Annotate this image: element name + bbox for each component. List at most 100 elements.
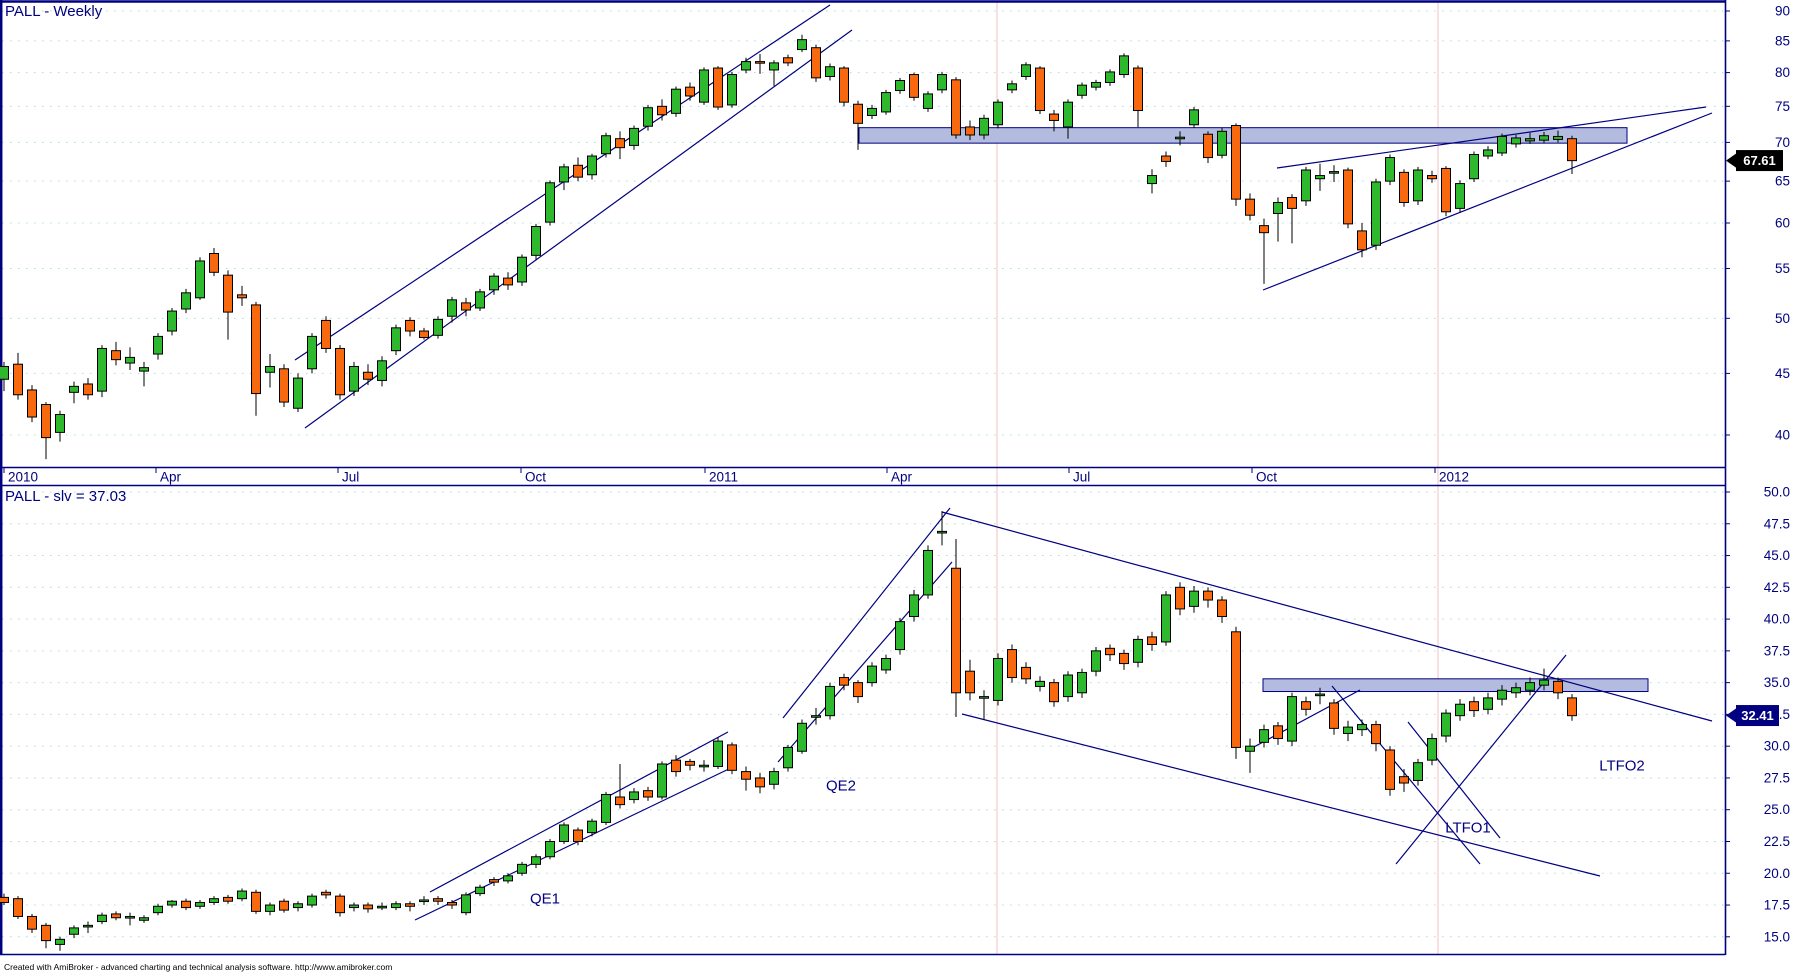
candle-up bbox=[447, 299, 457, 317]
candle-up bbox=[125, 915, 135, 919]
y-axis-label: 17.5 bbox=[1764, 898, 1790, 913]
candle-down bbox=[13, 363, 23, 396]
candle-down bbox=[1567, 138, 1577, 162]
candle-down bbox=[1203, 590, 1213, 601]
candle-down bbox=[1175, 586, 1185, 610]
x-axis-label: Jul bbox=[342, 470, 359, 485]
candle-down bbox=[1161, 155, 1171, 162]
candle-up bbox=[1525, 138, 1535, 142]
candle-down bbox=[13, 898, 23, 917]
y-axis-label: 22.5 bbox=[1764, 834, 1790, 849]
candle-up bbox=[797, 39, 807, 51]
candle-up bbox=[1035, 680, 1045, 687]
candle-up bbox=[1427, 738, 1437, 761]
candle-down bbox=[1469, 701, 1479, 712]
candle-up bbox=[55, 938, 65, 945]
candle-down bbox=[251, 304, 261, 395]
candle-up bbox=[825, 66, 835, 78]
candle-down bbox=[1357, 230, 1367, 251]
candle-down bbox=[1049, 682, 1059, 703]
candle-up bbox=[419, 899, 429, 903]
candle-up bbox=[657, 763, 667, 798]
candle-down bbox=[853, 682, 863, 698]
candle-down bbox=[1301, 701, 1311, 710]
candle-up bbox=[1105, 71, 1115, 83]
candle-down bbox=[839, 67, 849, 103]
candle-down bbox=[685, 86, 695, 97]
value-box bbox=[1736, 150, 1783, 172]
candle-up bbox=[181, 292, 191, 310]
candle-up bbox=[1539, 135, 1549, 141]
trendline-channel-upper bbox=[294, 4, 831, 361]
candle-down bbox=[335, 895, 345, 914]
x-axis-label: 2010 bbox=[8, 470, 38, 485]
zones-layer bbox=[858, 127, 1649, 693]
value-box bbox=[1736, 705, 1779, 727]
candle-up bbox=[1189, 590, 1199, 607]
value-box-label: 67.61 bbox=[1743, 153, 1776, 168]
candle-up bbox=[895, 621, 905, 651]
candle-up bbox=[867, 107, 877, 116]
candle-down bbox=[209, 253, 219, 273]
candle-down bbox=[41, 924, 51, 942]
candle-up bbox=[125, 356, 135, 364]
candle-down bbox=[433, 898, 443, 902]
candle-down bbox=[755, 61, 765, 64]
resistance-zone bbox=[1262, 678, 1649, 693]
candle-up bbox=[55, 413, 65, 433]
candle-up bbox=[69, 385, 79, 393]
candle-down bbox=[909, 74, 919, 98]
candle-up bbox=[1315, 175, 1325, 180]
trendline-lower-downtrend bbox=[961, 713, 1601, 877]
candle-down bbox=[405, 319, 415, 332]
candle-up bbox=[867, 665, 877, 684]
candle-up bbox=[167, 310, 177, 332]
candle-down bbox=[223, 274, 233, 313]
candle-down bbox=[741, 771, 751, 780]
candle-up bbox=[629, 791, 639, 801]
candle-up bbox=[1161, 594, 1171, 643]
bottom-panel-title: PALL - slv = 37.03 bbox=[5, 488, 127, 505]
candle-down bbox=[321, 319, 331, 349]
x-axis-label: 2012 bbox=[1439, 470, 1469, 485]
candle-up bbox=[1441, 712, 1451, 737]
candle-up bbox=[1147, 175, 1157, 185]
y-axis-label: 42.5 bbox=[1764, 580, 1790, 595]
candle-down bbox=[503, 277, 513, 286]
candle-up bbox=[195, 901, 205, 907]
y-axis-label: 50 bbox=[1775, 311, 1790, 326]
candle-up bbox=[349, 365, 359, 392]
frame-layer bbox=[0, 0, 1727, 956]
candle-up bbox=[1469, 153, 1479, 180]
candle-up bbox=[1497, 135, 1507, 154]
trendline-channel-lower bbox=[304, 29, 853, 429]
candle-up bbox=[699, 69, 709, 103]
candle-up bbox=[643, 107, 653, 127]
trendline-major-downtrend bbox=[941, 511, 1713, 722]
y-axis-label: 80 bbox=[1775, 65, 1790, 80]
candle-up bbox=[769, 771, 779, 785]
annotation-ltfo2: LTFO2 bbox=[1599, 757, 1645, 775]
candle-up bbox=[307, 895, 317, 906]
candle-down bbox=[853, 103, 863, 124]
candle-up bbox=[1539, 679, 1549, 686]
candle-up bbox=[531, 225, 541, 256]
candle-up bbox=[559, 166, 569, 183]
trendline-triangle-lower bbox=[1262, 112, 1713, 291]
candle-down bbox=[181, 900, 191, 909]
candle-up bbox=[1119, 55, 1129, 76]
resistance-zone bbox=[858, 127, 1628, 144]
candle-up bbox=[0, 365, 9, 380]
candle-up bbox=[1021, 64, 1031, 78]
top-panel-title: PALL - Weekly bbox=[5, 3, 103, 20]
candle-up bbox=[97, 914, 107, 923]
y-axis-label: 47.5 bbox=[1764, 516, 1790, 531]
candle-up bbox=[1483, 697, 1493, 710]
candle-up bbox=[1357, 724, 1367, 731]
candle-up bbox=[1413, 169, 1423, 202]
x-axis-label: Jul bbox=[1073, 470, 1090, 485]
y-axis-label: 85 bbox=[1775, 33, 1790, 48]
candle-down bbox=[1273, 725, 1283, 740]
